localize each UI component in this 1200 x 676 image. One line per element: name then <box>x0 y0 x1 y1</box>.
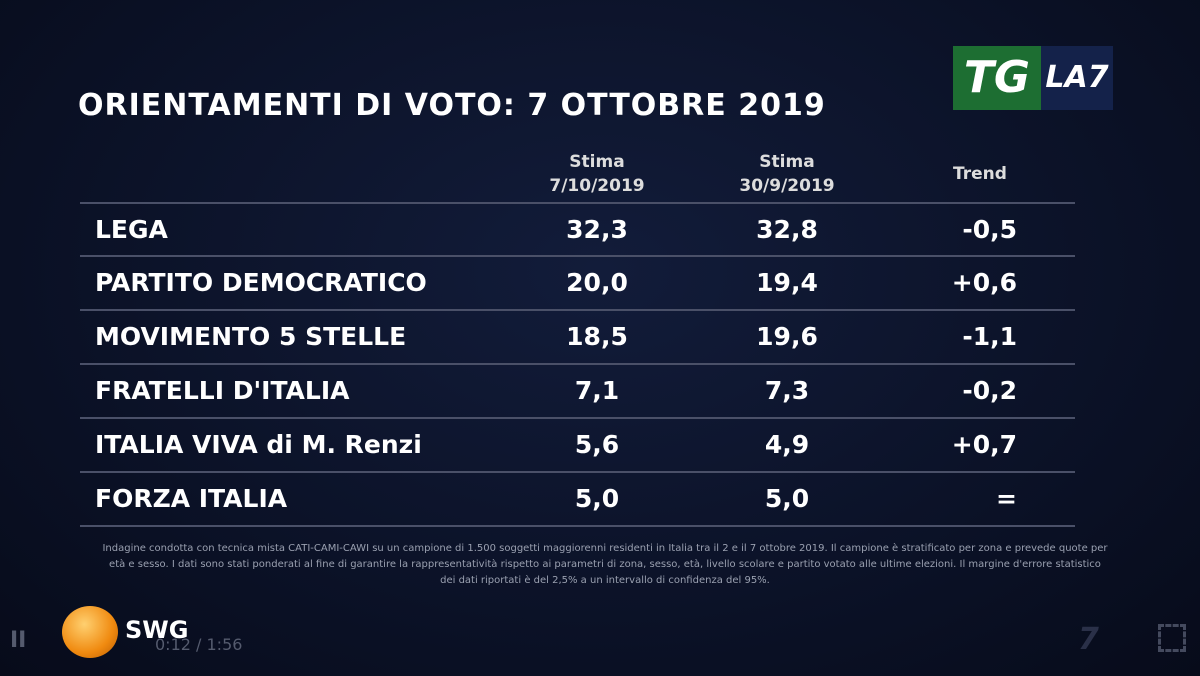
estimate: 4,9 <box>764 430 810 459</box>
row-divider <box>80 255 1075 257</box>
time: 0:12 / 1:56 <box>155 635 243 654</box>
estimate: 5,0 <box>574 484 620 513</box>
row-divider <box>80 471 1075 473</box>
estimate: 5,6 <box>574 430 620 459</box>
trend: +0,7 <box>951 430 1017 459</box>
source: SWG <box>125 616 189 644</box>
row-divider <box>80 309 1075 311</box>
estimate: 19,4 <box>756 268 818 297</box>
party: FRATELLI D'ITALIA <box>95 376 350 405</box>
estimate: 7,3 <box>764 376 810 405</box>
column-date: 7/10/2019 <box>549 176 645 196</box>
trend: = <box>996 484 1017 513</box>
pause-button[interactable]: II <box>10 628 27 653</box>
row-divider <box>80 525 1075 527</box>
column-label: Trend <box>953 164 1007 184</box>
column-date: 30/9/2019 <box>739 176 835 196</box>
estimate: 32,3 <box>566 214 628 244</box>
estimate: 5,0 <box>764 484 810 513</box>
party: LEGA <box>95 214 168 244</box>
row-divider <box>80 363 1075 365</box>
logo-la7: LA7 <box>1041 46 1113 110</box>
logo-tg: TG <box>953 46 1041 110</box>
column-label: Stima <box>759 152 815 172</box>
row-divider <box>80 417 1075 419</box>
estimate: 7,1 <box>574 376 620 405</box>
trend: -1,1 <box>962 322 1017 351</box>
party: MOVIMENTO 5 STELLE <box>95 322 407 351</box>
title: ORIENTAMENTI DI VOTO: 7 OTTOBRE 2019 <box>78 88 826 123</box>
trend: -0,2 <box>962 376 1017 405</box>
party: FORZA ITALIA <box>95 484 288 513</box>
estimate: 20,0 <box>566 268 628 297</box>
trend: +0,6 <box>951 268 1017 297</box>
column-label: Stima <box>569 152 625 172</box>
estimate: 18,5 <box>566 322 628 351</box>
trend: -0,5 <box>962 214 1017 244</box>
estimate: 19,6 <box>756 322 818 351</box>
estimate: 32,8 <box>756 214 818 244</box>
fullscreen-button[interactable] <box>1158 624 1186 652</box>
party: PARTITO DEMOCRATICO <box>95 268 427 297</box>
watermark: 7 <box>1078 622 1099 657</box>
row-divider <box>80 202 1075 204</box>
party: ITALIA VIVA di M. Renzi <box>95 430 422 459</box>
footnote: Indagine condotta con tecnica mista CATI… <box>102 543 1108 586</box>
swg-icon <box>62 606 118 658</box>
